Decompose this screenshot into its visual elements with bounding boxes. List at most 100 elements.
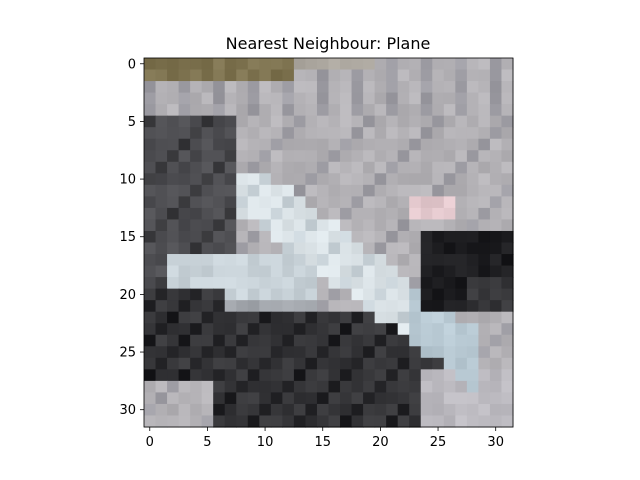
image-pixel xyxy=(432,92,445,105)
image-pixel xyxy=(293,150,307,163)
image-pixel xyxy=(340,184,353,197)
image-pixel xyxy=(432,346,445,359)
image-pixel xyxy=(409,369,422,382)
image-pixel xyxy=(374,277,387,290)
image-pixel xyxy=(305,219,318,232)
image-pixel xyxy=(305,346,318,359)
image-pixel xyxy=(374,92,387,105)
image-pixel xyxy=(144,380,157,394)
image-pixel xyxy=(374,242,387,255)
image-pixel xyxy=(305,115,318,128)
image-pixel xyxy=(466,207,480,221)
image-pixel xyxy=(247,277,260,290)
image-pixel xyxy=(213,357,226,370)
image-pixel xyxy=(455,184,468,197)
image-pixel xyxy=(270,392,283,405)
image-pixel xyxy=(236,81,249,94)
image-pixel xyxy=(190,115,203,128)
image-pixel xyxy=(178,357,191,370)
image-pixel xyxy=(374,380,387,394)
image-pixel xyxy=(144,277,157,290)
image-pixel xyxy=(293,380,307,394)
image-pixel xyxy=(144,184,157,197)
image-pixel xyxy=(247,104,260,117)
image-pixel xyxy=(489,346,503,359)
image-pixel xyxy=(144,92,157,105)
image-pixel xyxy=(236,369,249,382)
image-pixel xyxy=(316,92,330,105)
image-pixel xyxy=(386,161,399,174)
image-pixel xyxy=(201,415,214,428)
image-pixel xyxy=(224,300,237,313)
image-pixel xyxy=(190,92,203,105)
image-pixel xyxy=(190,230,203,244)
y-tick-label: 5 xyxy=(128,115,136,130)
image-pixel xyxy=(155,254,168,267)
image-pixel xyxy=(259,230,272,244)
image-pixel xyxy=(455,173,468,186)
image-pixel xyxy=(293,104,307,117)
image-pixel xyxy=(386,392,399,405)
image-pixel xyxy=(420,357,433,370)
image-pixel xyxy=(270,196,283,209)
image-pixel xyxy=(386,254,399,267)
image-pixel xyxy=(489,138,503,151)
image-pixel xyxy=(178,115,191,128)
image-pixel xyxy=(374,346,387,359)
image-pixel xyxy=(282,184,295,197)
image-pixel xyxy=(293,254,307,267)
image-pixel xyxy=(247,92,260,105)
image-pixel xyxy=(316,173,330,186)
image-pixel xyxy=(224,334,237,347)
image-pixel xyxy=(432,311,445,324)
image-pixel xyxy=(386,288,399,301)
image-pixel xyxy=(443,150,456,163)
image-pixel xyxy=(443,369,456,382)
image-pixel xyxy=(247,242,260,255)
image-pixel xyxy=(282,150,295,163)
image-pixel xyxy=(397,69,410,82)
image-pixel xyxy=(167,115,180,128)
image-pixel xyxy=(489,127,503,140)
image-pixel xyxy=(293,196,307,209)
image-pixel xyxy=(340,230,353,244)
image-pixel xyxy=(259,207,272,221)
image-pixel xyxy=(489,161,503,174)
image-pixel xyxy=(270,242,283,255)
image-pixel xyxy=(167,184,180,197)
image-pixel xyxy=(282,311,295,324)
image-pixel xyxy=(374,265,387,278)
image-pixel xyxy=(224,369,237,382)
image-pixel xyxy=(144,403,157,417)
image-pixel xyxy=(293,207,307,221)
image-pixel xyxy=(409,150,422,163)
image-pixel xyxy=(293,300,307,313)
image-pixel xyxy=(213,127,226,140)
image-pixel xyxy=(236,242,249,255)
image-pixel xyxy=(144,311,157,324)
image-pixel xyxy=(340,380,353,394)
image-pixel xyxy=(340,392,353,405)
image-pixel xyxy=(178,311,191,324)
image-pixel xyxy=(409,196,422,209)
image-pixel xyxy=(213,369,226,382)
image-pixel xyxy=(316,161,330,174)
image-pixel xyxy=(455,161,468,174)
image-pixel xyxy=(167,288,180,301)
image-pixel xyxy=(363,265,376,278)
image-pixel xyxy=(443,92,456,105)
image-pixel xyxy=(409,219,422,232)
image-pixel xyxy=(466,173,480,186)
image-pixel xyxy=(270,254,283,267)
image-pixel xyxy=(178,219,191,232)
image-pixel xyxy=(374,415,387,428)
image-pixel xyxy=(340,277,353,290)
image-pixel xyxy=(455,311,468,324)
image-pixel xyxy=(167,369,180,382)
image-pixel xyxy=(328,288,341,301)
image-pixel xyxy=(443,311,456,324)
image-pixel xyxy=(386,81,399,94)
image-pixel xyxy=(397,334,410,347)
image-pixel xyxy=(167,357,180,370)
image-pixel xyxy=(501,196,514,209)
